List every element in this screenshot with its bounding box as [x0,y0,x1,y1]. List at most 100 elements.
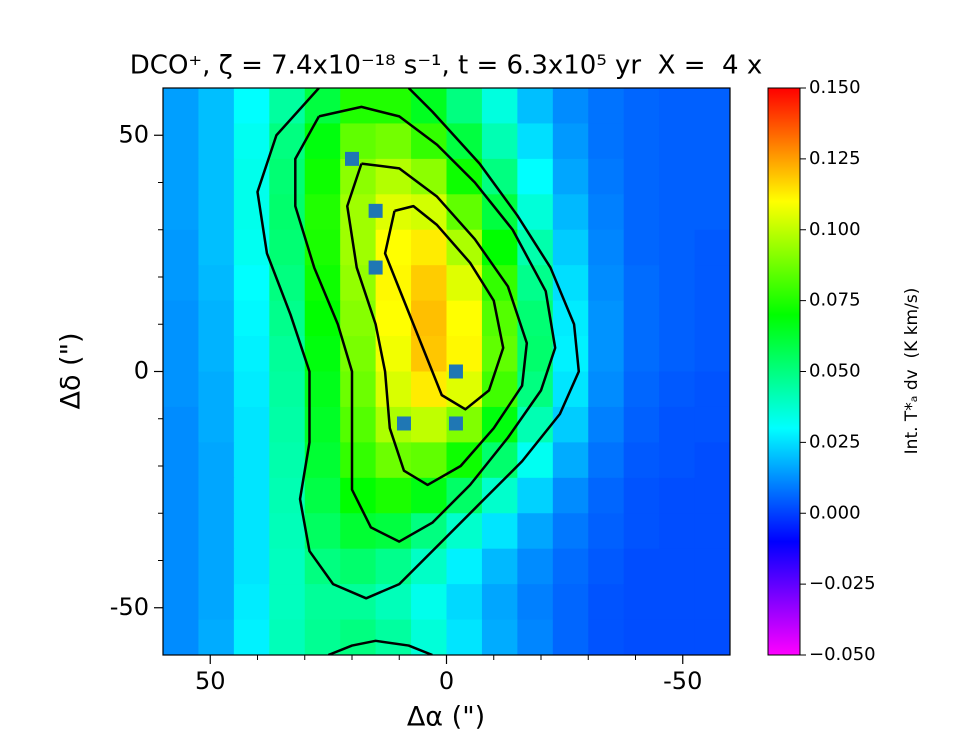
heatmap-cell [694,548,730,585]
heatmap-cell [694,513,730,550]
heatmap-cell [552,442,589,479]
heatmap-cell [517,513,554,550]
heatmap-cell [659,123,696,160]
heatmap-cell [233,158,270,195]
heatmap-cell [375,548,412,585]
heatmap-cell [269,229,306,266]
heatmap-cell [552,123,589,160]
marker [448,416,463,431]
heatmap-cell [304,513,341,550]
y-tick-label: 0 [134,357,149,385]
heatmap-cell [340,88,377,125]
heatmap-cell [269,158,306,195]
contour [256,88,581,600]
heatmap-cell [659,584,696,621]
heatmap-cell [233,619,270,655]
marker [396,416,411,431]
heatmap-cell [588,442,625,479]
heatmap-cell [623,584,660,621]
heatmap-cell [588,371,625,408]
heatmap-cell [198,513,235,550]
heatmap-cell [340,548,377,585]
heatmap-cell [481,513,518,550]
heatmap-cell [163,300,200,337]
heatmap-cell [163,442,200,479]
heatmap-cell [517,88,554,125]
heatmap-cell [233,194,270,231]
heatmap-cell [163,513,200,550]
heatmap-cell [163,336,200,373]
colorbar-tick-label: 0.075 [809,290,861,311]
heatmap-cell [481,88,518,125]
colorbar-tick-label: −0.025 [809,573,876,594]
heatmap-cell [233,336,270,373]
heatmap-cell [623,158,660,195]
heatmap-cell [517,477,554,514]
heatmap-cell [446,584,483,621]
heatmap-cell [198,584,235,621]
heatmap-cell [375,371,412,408]
heatmap-cell [446,123,483,160]
heatmap-cell [411,265,448,302]
heatmap-cell [659,619,696,655]
heatmap-cell [588,477,625,514]
heatmap [163,88,730,655]
heatmap-cell [694,229,730,266]
heatmap-cell [233,265,270,302]
heatmap-cell [659,265,696,302]
heatmap-cell [694,158,730,195]
heatmap-cell [233,123,270,160]
heatmap-cell [552,619,589,655]
heatmap-cell [446,477,483,514]
heatmap-cell [163,477,200,514]
x-tick-label: 0 [439,667,454,695]
heatmap-cell [198,194,235,231]
heatmap-cell [623,619,660,655]
heatmap-cell [694,584,730,621]
heatmap-cell [446,548,483,585]
heatmap-cell [304,442,341,479]
heatmap-cell [304,584,341,621]
heatmap-cell [694,406,730,443]
contour [383,204,505,411]
heatmap-cell [198,88,235,125]
colorbar-tick-label: −0.050 [809,644,876,665]
heatmap-cell [411,371,448,408]
heatmap-cell [163,619,200,655]
heatmap-cell [623,300,660,337]
heatmap-cell [517,584,554,621]
heatmap-cell [163,548,200,585]
marker [368,260,383,275]
heatmap-cell [233,406,270,443]
heatmap-cell [198,619,235,655]
heatmap-cell [659,548,696,585]
heatmap-cell [552,158,589,195]
overlay [256,88,581,655]
heatmap-cell [694,300,730,337]
heatmap-cell [269,513,306,550]
heatmap-cell [446,619,483,655]
heatmap-cell [588,194,625,231]
heatmap-cell [694,371,730,408]
heatmap-cell [481,229,518,266]
marker [345,151,359,166]
heatmap-cell [446,265,483,302]
heatmap-cell [269,194,306,231]
heatmap-cell [588,406,625,443]
heatmap-cell [269,406,306,443]
heatmap-cell [588,265,625,302]
heatmap-cell [233,442,270,479]
heatmap-cell [623,265,660,302]
heatmap-cell [304,158,341,195]
heatmap-cell [588,123,625,160]
heatmap-cell [588,336,625,373]
heatmap-cell [304,336,341,373]
heatmap-cell [233,300,270,337]
heatmap-cell [163,406,200,443]
heatmap-cell [375,229,412,266]
heatmap-cell [198,477,235,514]
heatmap-cell [340,406,377,443]
heatmap-cell [269,619,306,655]
heatmap-cell [659,513,696,550]
